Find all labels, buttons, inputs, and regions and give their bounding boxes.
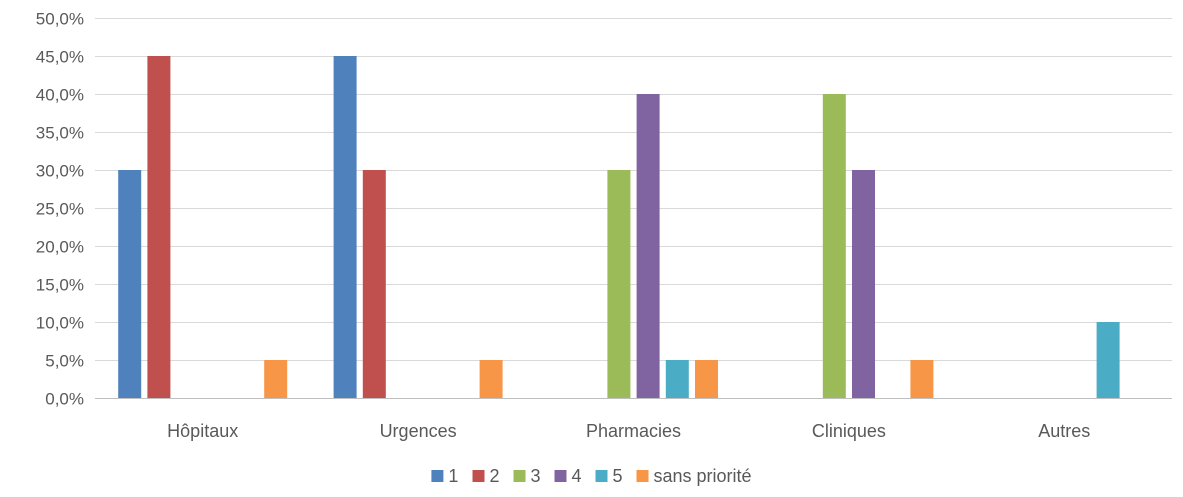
x-axis-categories: Hôpitaux Urgences Pharmacies Cliniques Autre… [167,421,1090,441]
x-category-label: Hôpitaux [167,421,238,441]
legend-swatch [431,470,444,482]
bar-pharmacies-series-4 [636,94,660,398]
legend-swatch [595,470,608,482]
legend-label: 4 [572,466,582,486]
y-tick-label: 15,0% [36,276,84,295]
y-tick-label: 30,0% [36,162,84,181]
bar-pharmacies-series-6 [695,360,718,398]
y-tick-label: 10,0% [36,314,84,333]
bars [118,56,1120,398]
bar-urgences-series-6 [479,360,503,398]
bar-hopitaux-series-6 [264,360,288,398]
legend-label: 5 [613,466,623,486]
y-tick-label: 50,0% [36,10,84,29]
bar-urgences-series-1 [333,56,357,398]
y-tick-label: 20,0% [36,238,84,257]
bar-hopitaux-series-2 [147,56,171,398]
y-tick-label: 45,0% [36,48,84,67]
legend: 1 2 3 4 5 sans priorité [431,466,752,486]
legend-label: 2 [490,466,500,486]
gridlines [95,18,1172,399]
y-axis-ticks: 0,0% 5,0% 10,0% 15,0% 20,0% 25,0% 30,0% 35,0% 40… [36,10,84,409]
x-category-label: Urgences [380,421,457,441]
bar-urgences-series-2 [362,170,386,398]
bar-pharmacies-series-5 [665,360,689,398]
x-category-label: Cliniques [812,421,886,441]
y-tick-label: 25,0% [36,200,84,219]
x-category-label: Autres [1038,421,1090,441]
legend-label: 1 [448,466,458,486]
y-tick-label: 0,0% [45,390,84,409]
legend-swatch [472,470,485,482]
legend-swatch [554,470,567,482]
bar-cliniques-series-6 [910,360,934,398]
legend-label: sans priorité [654,466,752,486]
bar-cliniques-series-4 [852,170,875,398]
legend-label: 3 [531,466,541,486]
legend-swatch [513,470,526,482]
y-tick-label: 40,0% [36,86,84,105]
bar-autres-series-5 [1096,322,1120,398]
bar-cliniques-series-3 [822,94,846,398]
legend-swatch [636,470,649,482]
bar-hopitaux-series-1 [118,170,142,398]
x-category-label: Pharmacies [586,421,681,441]
y-tick-label: 35,0% [36,124,84,143]
bar-pharmacies-series-3 [607,170,631,398]
y-tick-label: 5,0% [45,352,84,371]
